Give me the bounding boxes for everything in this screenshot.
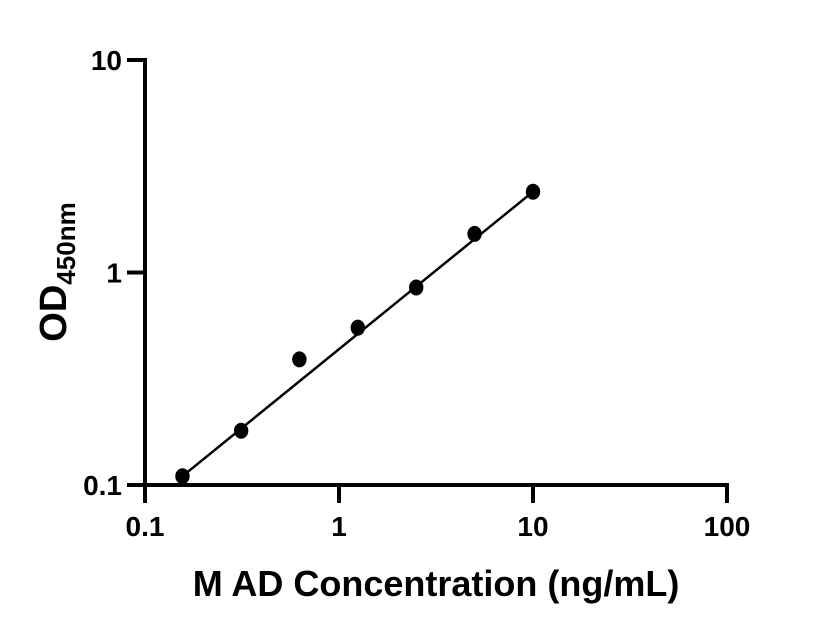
y-axis-title: OD450nm — [33, 202, 81, 341]
y-tick-label: 1 — [106, 258, 122, 289]
y-tick-label: 10 — [91, 45, 122, 76]
y-axis-title-main: OD — [33, 285, 75, 342]
data-series — [175, 183, 541, 485]
x-tick-label: 100 — [704, 511, 751, 542]
x-axis-tick-labels: 0.1 1 10 100 — [126, 511, 751, 542]
data-point — [292, 351, 307, 368]
data-point — [350, 319, 366, 336]
y-axis-title-subscript: 450nm — [51, 202, 81, 284]
y-axis-ticks — [127, 58, 145, 487]
y-tick-label: 0.1 — [83, 470, 122, 501]
data-point — [467, 225, 482, 242]
x-axis-title: M AD Concentration (ng/mL) — [193, 563, 680, 604]
x-axis-ticks — [143, 485, 729, 503]
data-point — [525, 183, 541, 200]
x-tick-label: 10 — [517, 511, 548, 542]
y-axis-tick-labels: 0.1 1 10 — [83, 45, 122, 501]
x-tick-label: 1 — [331, 511, 347, 542]
data-point — [409, 279, 424, 296]
x-tick-label: 0.1 — [126, 511, 165, 542]
data-point — [175, 468, 190, 485]
data-points — [175, 183, 541, 485]
axes — [143, 58, 729, 487]
data-point — [233, 422, 249, 439]
